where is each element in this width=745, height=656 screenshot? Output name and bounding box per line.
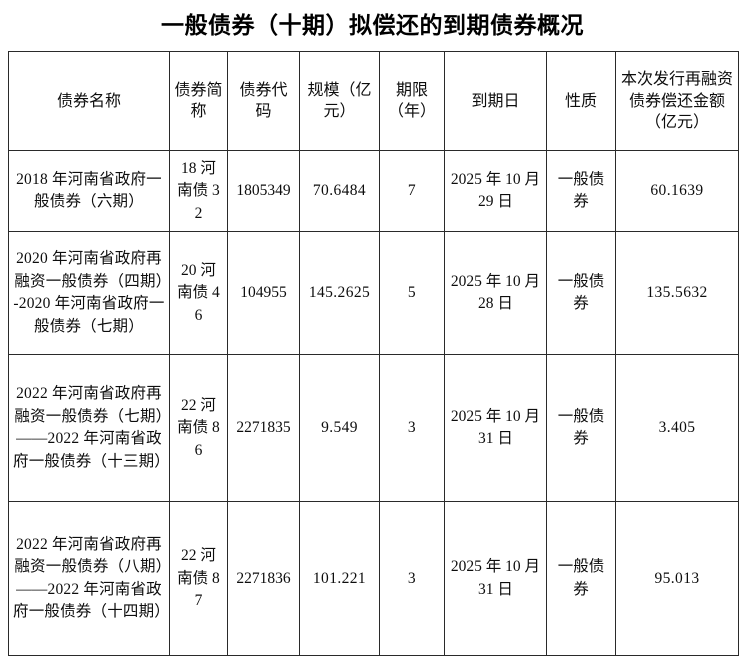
document-page: 一般债券（十期）拟偿还的到期债券概况 债券名称 债券简称 债券代码 规模（亿元）… xyxy=(8,13,739,656)
cell-term: 3 xyxy=(379,501,445,656)
cell-nature: 一般债券 xyxy=(546,501,616,656)
cell-nature: 一般债券 xyxy=(546,354,616,503)
cell-bond-name: 2022 年河南省政府再融资一般债券（七期）——2022 年河南省政府一般债券（… xyxy=(8,354,170,503)
cell-nature: 一般债券 xyxy=(546,231,616,356)
cell-term: 5 xyxy=(379,231,445,356)
cell-maturity-date: 2025 年 10 月 31 日 xyxy=(444,501,547,656)
cell-bond-code: 104955 xyxy=(227,231,300,356)
column-header-repayment-amount: 本次发行再融资债券偿还金额（亿元） xyxy=(615,51,739,152)
table-row: 2018 年河南省政府一般债券（六期） 18 河南债 32 1805349 70… xyxy=(8,150,739,233)
cell-bond-abbr: 18 河南债 32 xyxy=(169,150,228,233)
cell-bond-code: 1805349 xyxy=(227,150,300,233)
table-body: 2018 年河南省政府一般债券（六期） 18 河南债 32 1805349 70… xyxy=(8,150,739,656)
cell-repayment-amount: 3.405 xyxy=(615,354,739,503)
column-header-term: 期限（年） xyxy=(379,51,445,152)
table-header-row: 债券名称 债券简称 债券代码 规模（亿元） 期限（年） 到期日 性质 本次发行再… xyxy=(8,51,739,152)
table-container: 债券名称 债券简称 债券代码 规模（亿元） 期限（年） 到期日 性质 本次发行再… xyxy=(0,51,745,656)
column-header-nature: 性质 xyxy=(546,51,616,152)
cell-bond-name: 2022 年河南省政府再融资一般债券（八期）——2022 年河南省政府一般债券（… xyxy=(8,501,170,656)
cell-bond-abbr: 20 河南债 46 xyxy=(169,231,228,356)
page-title: 一般债券（十期）拟偿还的到期债券概况 xyxy=(161,13,584,38)
cell-nature: 一般债券 xyxy=(546,150,616,233)
cell-term: 3 xyxy=(379,354,445,503)
cell-scale: 145.2625 xyxy=(299,231,380,356)
column-header-bond-name: 债券名称 xyxy=(8,51,170,152)
cell-bond-name: 2020 年河南省政府再融资一般债券（四期）-2020 年河南省政府一般债券（七… xyxy=(8,231,170,356)
cell-bond-code: 2271835 xyxy=(227,354,300,503)
cell-maturity-date: 2025 年 10 月 31 日 xyxy=(444,354,547,503)
cell-bond-abbr: 22 河南债 86 xyxy=(169,354,228,503)
cell-maturity-date: 2025 年 10 月 28 日 xyxy=(444,231,547,356)
table-row: 2022 年河南省政府再融资一般债券（八期）——2022 年河南省政府一般债券（… xyxy=(8,501,739,656)
cell-maturity-date: 2025 年 10 月 29 日 xyxy=(444,150,547,233)
cell-bond-abbr: 22 河南债 87 xyxy=(169,501,228,656)
cell-bond-code: 2271836 xyxy=(227,501,300,656)
table-row: 2022 年河南省政府再融资一般债券（七期）——2022 年河南省政府一般债券（… xyxy=(8,354,739,503)
cell-scale: 101.221 xyxy=(299,501,380,656)
table-row: 2020 年河南省政府再融资一般债券（四期）-2020 年河南省政府一般债券（七… xyxy=(8,231,739,356)
cell-repayment-amount: 60.1639 xyxy=(615,150,739,233)
cell-repayment-amount: 135.5632 xyxy=(615,231,739,356)
cell-term: 7 xyxy=(379,150,445,233)
cell-repayment-amount: 95.013 xyxy=(615,501,739,656)
cell-scale: 70.6484 xyxy=(299,150,380,233)
column-header-bond-abbr: 债券简称 xyxy=(169,51,228,152)
column-header-scale: 规模（亿元） xyxy=(299,51,380,152)
cell-bond-name: 2018 年河南省政府一般债券（六期） xyxy=(8,150,170,233)
column-header-maturity-date: 到期日 xyxy=(444,51,547,152)
bond-summary-table: 债券名称 债券简称 债券代码 规模（亿元） 期限（年） 到期日 性质 本次发行再… xyxy=(8,51,739,656)
column-header-bond-code: 债券代码 xyxy=(227,51,300,152)
cell-scale: 9.549 xyxy=(299,354,380,503)
